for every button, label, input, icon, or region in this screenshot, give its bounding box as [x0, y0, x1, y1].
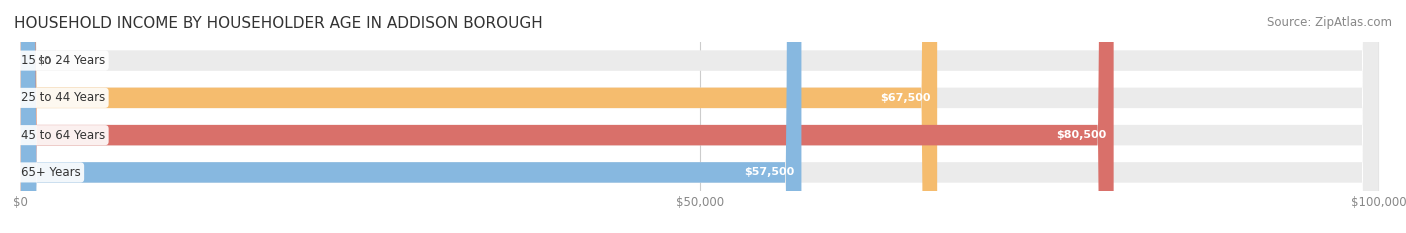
- Text: $67,500: $67,500: [880, 93, 931, 103]
- Text: $57,500: $57,500: [744, 168, 794, 177]
- FancyBboxPatch shape: [21, 0, 1378, 233]
- FancyBboxPatch shape: [21, 0, 938, 233]
- Text: 25 to 44 Years: 25 to 44 Years: [21, 91, 105, 104]
- Text: 15 to 24 Years: 15 to 24 Years: [21, 54, 105, 67]
- FancyBboxPatch shape: [21, 0, 1114, 233]
- Text: Source: ZipAtlas.com: Source: ZipAtlas.com: [1267, 16, 1392, 29]
- FancyBboxPatch shape: [21, 0, 801, 233]
- Text: 65+ Years: 65+ Years: [21, 166, 80, 179]
- FancyBboxPatch shape: [21, 0, 1378, 233]
- FancyBboxPatch shape: [21, 0, 1378, 233]
- Text: 45 to 64 Years: 45 to 64 Years: [21, 129, 105, 142]
- Text: $80,500: $80,500: [1057, 130, 1107, 140]
- Text: HOUSEHOLD INCOME BY HOUSEHOLDER AGE IN ADDISON BOROUGH: HOUSEHOLD INCOME BY HOUSEHOLDER AGE IN A…: [14, 16, 543, 31]
- Text: $0: $0: [37, 56, 51, 65]
- FancyBboxPatch shape: [21, 0, 1378, 233]
